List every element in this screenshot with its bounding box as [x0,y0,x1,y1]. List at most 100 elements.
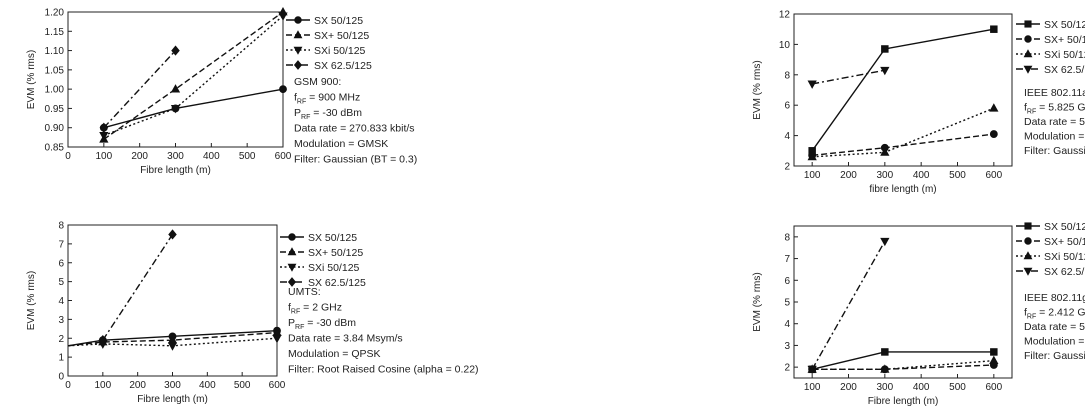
legend-label: SX 50/125 [1044,221,1085,233]
y-tick-label: 4 [784,319,790,330]
x-tick-label: 100 [804,170,821,181]
series-line [811,240,886,370]
annotation-line: UMTS: [288,286,321,298]
annotation-line: Modulation = GMSK [294,138,388,150]
x-tick-label: 500 [234,380,251,391]
annotation-block: IEEE 802.11a: fRF = 5.825 GHzData rate = … [1024,87,1085,157]
legend-label: SX+ 50/125 [314,30,369,42]
annotation-line: Modulation = QPSK [288,348,381,360]
legend-label: SXi 50/125 [1044,251,1085,263]
x-tick-label: 0 [65,380,71,391]
y-tick-label: 1 [58,353,64,364]
legend-marker [1023,49,1033,58]
y-tick-label: 1.15 [45,27,65,38]
legend-label: SX 62.5/125 [1044,64,1085,76]
legend-marker [293,60,303,70]
data-point [880,364,890,373]
legend-marker [287,247,297,256]
y-tick-label: 3 [784,341,790,352]
data-point [167,342,178,351]
data-point [989,355,999,365]
data-point [881,348,889,356]
series-line [102,234,174,341]
series-line [67,330,278,347]
x-tick-label: 0 [65,151,71,162]
x-tick-label: 400 [913,170,930,181]
y-tick-label: 5 [784,298,790,309]
data-point [170,105,181,114]
series-4 [98,229,177,346]
x-tick-label: 300 [876,170,893,181]
y-axis-label: EVM (% rms) [26,271,37,330]
x-tick-label: 200 [840,382,857,393]
annotation-line: Data rate = 54 Mbit/s [1024,116,1085,128]
chart-panel-3: 0 100 200 300 400 500 600 0 1 2 3 4 5 6 7 8 Fibre length… [26,221,479,406]
legend-label: SX 62.5/125 [1044,266,1085,278]
x-tick-label: 300 [164,380,181,391]
data-point [98,335,108,346]
x-tick-label: 200 [129,380,146,391]
annotation-line: fRF = 900 MHz [294,92,360,106]
data-point [171,45,180,56]
series-line [812,69,885,85]
data-point [880,147,890,156]
series-line [812,133,994,157]
x-axis-label: Fibre length (m) [868,396,939,407]
y-tick-label: 10 [779,40,791,51]
data-point [990,348,998,356]
annotation-line: Data rate = 270.833 kbit/s [294,123,415,135]
legend-label: SXi 50/125 [1044,49,1085,61]
y-tick-label: 8 [784,70,790,81]
y-tick-label: 2 [58,334,64,345]
data-point [279,85,287,94]
y-axis-label: EVM (% rms) [26,50,37,109]
annotation-line: Filter: Gaussian (BT = 0.5) [1024,350,1085,362]
plot-frame [793,13,1013,167]
series-line [812,359,994,371]
x-tick-label: 200 [840,170,857,181]
legend-marker [1024,237,1032,245]
legend-marker [287,277,297,287]
data-point [807,365,817,375]
annotation-line: IEEE 802.11a: [1024,87,1085,99]
data-point [881,45,889,53]
legend-label: SXi 50/125 [314,45,366,57]
chart-panel-4: 100 200 300 400 500 600 2 3 4 5 6 7 8 Fibre length (m… [752,221,1085,407]
series-1 [808,25,998,155]
y-axis-label: EVM (% rms) [752,60,763,119]
series-line [103,88,284,129]
data-point [278,12,288,21]
plot-frame [67,224,278,377]
annotation-line: Filter: Gaussian (BT = 0.3) [294,154,417,166]
data-point [807,80,817,89]
x-tick-label: 500 [949,382,966,393]
y-tick-label: 4 [58,296,64,307]
series-3 [807,355,999,373]
annotation-line: Data rate = 3.84 Msym/s [288,333,403,345]
annotation-line: Filter: Root Raised Cosine (alpha = 0.22… [288,364,479,376]
annotation-line: PRF = -30 dBm [288,317,356,331]
legend-label: SX 62.5/125 [308,277,366,289]
data-point [990,25,998,33]
x-tick-label: 600 [985,382,1002,393]
annotation-line: Modulation = 64 QAM - OFDM [1024,131,1085,143]
legend-label: SXi 50/125 [308,262,360,274]
annotation-line: fRF = 2.412 GHz [1024,307,1085,321]
data-point [99,122,109,133]
legend: SX 50/125 SX+ 50/125 SXi 50/125 SX 62.5/125 [1016,19,1085,76]
legend-marker [1024,35,1032,43]
legend-label: SX+ 50/125 [1044,236,1085,248]
y-tick-label: 2 [784,162,790,173]
legend-label: SX 50/125 [1044,19,1085,31]
series-line [103,50,177,129]
x-tick-label: 400 [199,380,216,391]
annotation-line: fRF = 5.825 GHz [1024,102,1085,116]
y-tick-label: 6 [784,101,790,112]
plot-frame [793,225,1013,379]
legend-marker [288,233,296,241]
data-point [880,66,890,76]
x-tick-label: 300 [167,151,184,162]
chart-panel-1: 0 100 200 300 400 500 600 0.85 0.90 0.95 1.00 1.05 1… [26,7,417,176]
x-axis-label: fibre length (m) [869,184,936,195]
